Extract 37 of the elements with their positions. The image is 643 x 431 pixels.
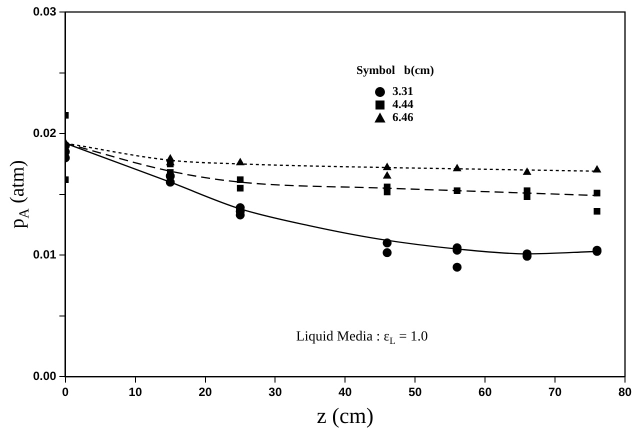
point bbox=[236, 184, 244, 192]
x-tick-label: 40 bbox=[338, 385, 352, 400]
x-tick-label: 70 bbox=[548, 385, 562, 400]
x-tick-label: 0 bbox=[62, 385, 70, 400]
point bbox=[382, 248, 392, 258]
y-tick-label: 0.01 bbox=[32, 247, 57, 262]
legend-label: 3.31 bbox=[392, 84, 414, 98]
x-tick-label: 30 bbox=[268, 385, 282, 400]
point bbox=[452, 262, 462, 272]
point bbox=[524, 193, 530, 200]
x-tick-label: 20 bbox=[198, 385, 212, 400]
point bbox=[523, 168, 532, 175]
x-tick-label: 60 bbox=[478, 385, 492, 400]
point bbox=[524, 187, 530, 194]
point bbox=[383, 163, 392, 170]
legend-label: 4.44 bbox=[392, 97, 414, 111]
y-axis-title: pA (atm) bbox=[6, 160, 33, 229]
point bbox=[383, 172, 392, 179]
x-axis-title: z (cm) bbox=[316, 402, 374, 428]
y-tick-label: 0.00 bbox=[32, 368, 57, 383]
point bbox=[384, 188, 390, 196]
y-tick-label: 0.02 bbox=[32, 126, 57, 140]
point bbox=[453, 164, 462, 172]
x-tick-label: 10 bbox=[128, 385, 142, 400]
x-tick-label: 50 bbox=[408, 385, 422, 400]
point bbox=[236, 158, 244, 166]
legend-label: 6.46 bbox=[392, 110, 414, 124]
point bbox=[382, 238, 392, 248]
point bbox=[594, 208, 600, 215]
point bbox=[593, 165, 601, 172]
x-tick-label: 80 bbox=[618, 385, 632, 400]
point bbox=[236, 176, 244, 184]
point bbox=[454, 187, 460, 194]
point bbox=[166, 160, 174, 168]
point bbox=[594, 190, 600, 196]
legend-title: Symbol b(cm) bbox=[356, 63, 434, 77]
y-tick-label: 0.03 bbox=[32, 4, 57, 18]
